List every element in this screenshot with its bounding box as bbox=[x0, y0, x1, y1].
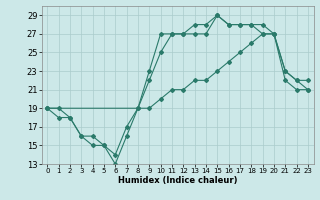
X-axis label: Humidex (Indice chaleur): Humidex (Indice chaleur) bbox=[118, 176, 237, 185]
